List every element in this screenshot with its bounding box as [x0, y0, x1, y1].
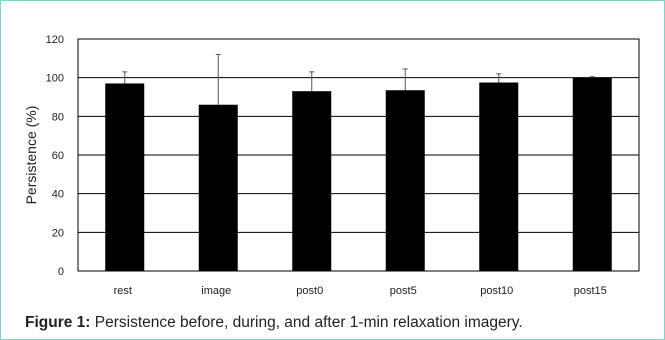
bar-chart: 0 20 40 60 80 100 120 rest image post0 post5 post1…	[23, 34, 640, 297]
figure-caption: Figure 1: Persistence before, during, an…	[25, 314, 523, 332]
y-tick-labels: 0 20 40 60 80 100 120	[46, 34, 64, 278]
bar-rest	[105, 83, 145, 271]
y-tick-label: 20	[52, 227, 64, 239]
x-tick-label: post10	[480, 285, 513, 297]
x-tick-label: rest	[114, 285, 132, 297]
plot-area-border	[77, 38, 640, 272]
x-tick-label: post0	[296, 285, 323, 297]
gridlines	[78, 77, 639, 233]
y-tick-label: 0	[58, 266, 64, 278]
caption-label: Figure 1:	[25, 314, 91, 331]
y-tick-label: 100	[46, 73, 64, 85]
y-tick-label: 120	[46, 34, 64, 46]
bars	[105, 77, 612, 272]
bar-post15	[572, 77, 612, 272]
x-tick-label: post5	[390, 285, 417, 297]
x-tick-label: post15	[574, 285, 607, 297]
bar-post10	[479, 82, 519, 271]
bar-image	[198, 104, 238, 271]
y-tick-label: 60	[52, 150, 64, 162]
y-axis-label: Persistence (%)	[23, 106, 39, 205]
bar-post5	[385, 90, 425, 271]
caption-text: Persistence before, during, and after 1-…	[90, 314, 523, 331]
error-bars	[122, 53, 595, 105]
y-tick-label: 40	[52, 189, 64, 201]
y-tick-label: 80	[52, 111, 64, 123]
x-tick-label: image	[201, 285, 231, 297]
x-tick-labels: rest image post0 post5 post10 post15	[114, 285, 607, 297]
bar-post0	[292, 91, 332, 271]
